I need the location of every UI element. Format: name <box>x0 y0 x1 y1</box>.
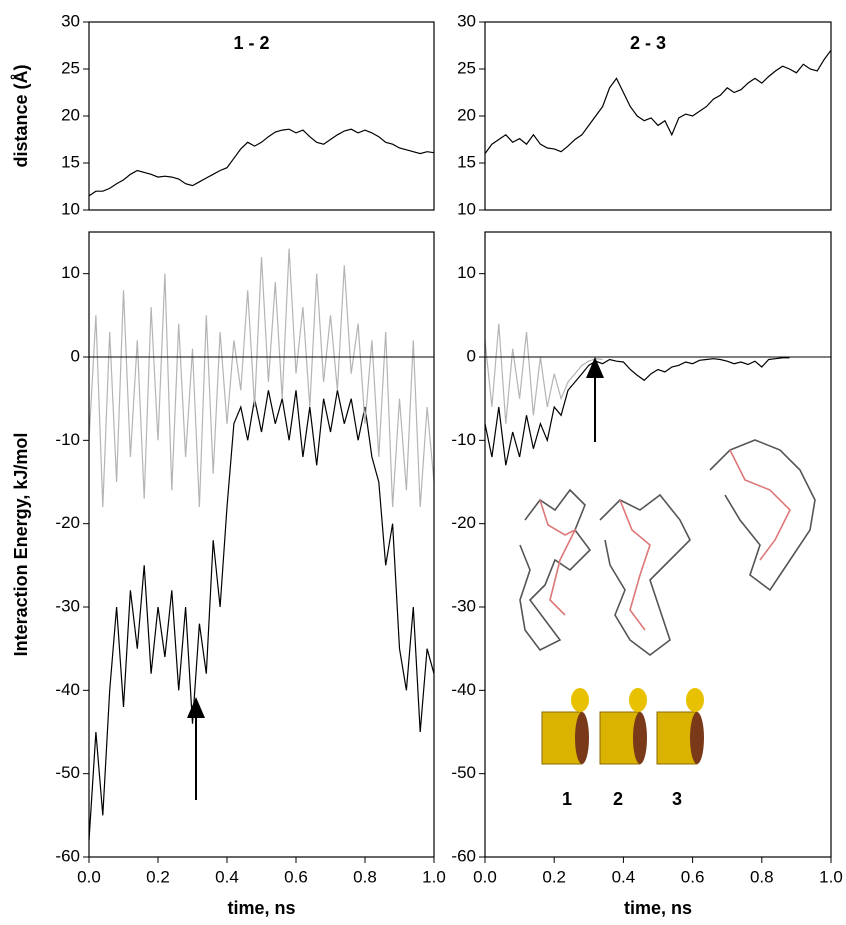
x-tick-label: 1.0 <box>819 867 843 886</box>
y-tick-label: 15 <box>61 152 80 171</box>
y-tick-label: 10 <box>457 199 476 218</box>
panel: 10 15 20 25 30 1 - 2 distance (Å) <box>11 11 435 218</box>
x-tick-label: 0.0 <box>473 867 497 886</box>
annotation: 3 <box>672 789 682 809</box>
y-tick-label: 25 <box>61 58 80 77</box>
y-tick-label: -50 <box>451 763 476 782</box>
x-tick-label: 0.6 <box>681 867 705 886</box>
y-tick-label: -60 <box>55 846 80 865</box>
y-tick-label: -40 <box>55 680 80 699</box>
x-axis-label: time, ns <box>624 898 692 918</box>
y-tick-label: 20 <box>457 105 476 124</box>
series-line <box>88 390 435 841</box>
x-tick-label: 0.2 <box>542 867 566 886</box>
y-tick-label: 20 <box>61 105 80 124</box>
cylinder-icon <box>541 688 704 765</box>
panel-title: 1 - 2 <box>233 33 269 53</box>
y-tick-label: -10 <box>451 430 476 449</box>
x-tick-label: 0.8 <box>750 867 774 886</box>
panel: -60 -50 -40 -30 -20 -10 0 10 0.0 0.2 0.4 0.6 0.8 1.0 t… <box>451 231 843 918</box>
y-tick-label: 10 <box>61 263 80 282</box>
y-axis-label: distance (Å) <box>11 64 31 167</box>
x-tick-label: 0.6 <box>284 867 308 886</box>
series-line <box>484 323 603 424</box>
plot-frame <box>484 231 832 858</box>
x-tick-label: 0.4 <box>612 867 636 886</box>
y-tick-label: 10 <box>61 199 80 218</box>
x-tick-label: 0.2 <box>146 867 170 886</box>
panel-title: 2 - 3 <box>630 33 666 53</box>
y-tick-label: -40 <box>451 680 476 699</box>
y-tick-label: -60 <box>451 846 476 865</box>
y-tick-label: 15 <box>457 152 476 171</box>
x-tick-label: 0.8 <box>353 867 377 886</box>
y-tick-label: -10 <box>55 430 80 449</box>
y-tick-label: 30 <box>457 11 476 30</box>
arrow <box>586 357 604 442</box>
plot-frame <box>88 231 435 858</box>
panel: -60 -50 -40 -30 -20 -10 0 10 0.0 0.2 0.4 0.6 0.8 1.0 t… <box>11 231 446 918</box>
molecule <box>519 439 816 656</box>
y-tick-label: -50 <box>55 763 80 782</box>
x-axis-label: time, ns <box>227 898 295 918</box>
y-tick-label: 0 <box>467 346 476 365</box>
y-tick-label: -30 <box>451 596 476 615</box>
series-line <box>484 357 790 466</box>
annotation: 2 <box>613 789 623 809</box>
panel: 10 15 20 25 30 2 - 3 <box>457 11 832 218</box>
y-tick-label: 25 <box>457 58 476 77</box>
y-axis-label: Interaction Energy, kJ/mol <box>11 433 31 657</box>
series-line <box>88 248 435 508</box>
x-tick-label: 0.0 <box>77 867 101 886</box>
x-tick-label: 0.4 <box>215 867 239 886</box>
x-tick-label: 1.0 <box>422 867 446 886</box>
annotation: 1 <box>562 789 572 809</box>
y-tick-label: 0 <box>71 346 80 365</box>
y-tick-label: -30 <box>55 596 80 615</box>
arrow <box>187 697 205 800</box>
series-line <box>484 49 832 154</box>
series-line <box>88 128 435 197</box>
y-tick-label: 30 <box>61 11 80 30</box>
y-tick-label: 10 <box>457 263 476 282</box>
y-tick-label: -20 <box>55 513 80 532</box>
y-tick-label: -20 <box>451 513 476 532</box>
